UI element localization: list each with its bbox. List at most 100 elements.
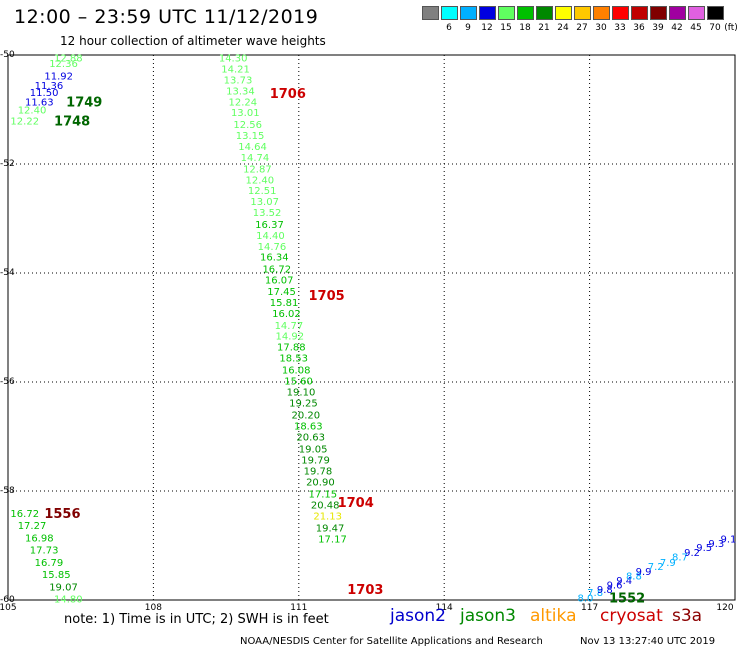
latitude-label: -52	[0, 159, 15, 169]
wave-height-value: 12.88	[54, 54, 83, 65]
wave-height-value: 9.4	[616, 576, 632, 587]
wave-height-value: 14.92	[276, 332, 305, 343]
wave-height-value: 9.1	[720, 534, 736, 545]
wave-height-value: 14.80	[54, 594, 83, 605]
wave-height-tracks: 12.8812.3611.9211.3611.5011.6312.4012.22…	[10, 54, 736, 606]
wave-height-value: 19.07	[49, 582, 78, 593]
scale-swatch	[688, 6, 705, 20]
scale-label: 24	[557, 23, 569, 33]
footer-credit: NOAA/NESDIS Center for Satellite Applica…	[240, 636, 543, 647]
wave-height-value: 16.37	[255, 220, 284, 231]
map-title: 12:00 – 23:59 UTC 11/12/2019	[14, 6, 319, 28]
longitude-label: 111	[290, 603, 308, 613]
map-frame	[7, 54, 736, 601]
wave-height-value: 14.74	[241, 153, 270, 164]
wave-height-value: 16.34	[260, 253, 289, 264]
wave-height-value: 16.02	[272, 309, 301, 320]
latitude-label: -54	[0, 268, 15, 278]
wave-height-value: 13.52	[253, 208, 282, 219]
scale-swatch	[707, 6, 724, 20]
wave-height-value: 15.85	[42, 570, 71, 581]
wave-height-value: 19.10	[287, 387, 316, 398]
wave-height-value: 14.76	[258, 242, 287, 253]
wave-height-value: 9.9	[636, 567, 652, 578]
wave-height-value: 8.0	[577, 593, 593, 604]
scale-label: 21	[538, 23, 550, 33]
scale-swatch	[631, 6, 648, 20]
wave-height-value: 13.07	[250, 197, 279, 208]
satellite-legend-entry: cryosat	[600, 606, 663, 626]
wave-height-value: 19.47	[316, 524, 345, 535]
pass-id-label: 1556	[44, 507, 80, 522]
latitude-label: -56	[0, 377, 15, 387]
wave-height-value: 9.5	[696, 543, 712, 554]
wave-height-value: 20.20	[292, 411, 321, 422]
wave-height-value: 12.22	[10, 116, 39, 127]
wave-height-value: 12.87	[243, 164, 272, 175]
scale-unit: (ft)	[724, 23, 738, 33]
scale-label: 6	[446, 23, 452, 33]
wave-height-value: 11.92	[44, 72, 73, 83]
scale-label: 45	[690, 23, 702, 33]
wave-height-value: 17.27	[18, 521, 47, 532]
wave-height-value: 8.8	[626, 571, 642, 582]
pass-id-label: 1706	[270, 87, 306, 102]
longitude-label: 114	[435, 603, 453, 613]
longitude-label: 108	[144, 603, 162, 613]
wave-height-value: 14.30	[219, 54, 248, 65]
wave-height-value: 8.7	[672, 552, 688, 563]
scale-label: 33	[614, 23, 626, 33]
wave-height-value: 9.8	[597, 585, 613, 596]
wave-height-value: 7.8	[587, 588, 603, 599]
wave-height-value: 11.50	[30, 88, 59, 99]
pass-id-label: 1705	[308, 289, 344, 304]
wave-height-value: 17.73	[30, 545, 59, 556]
scale-swatch	[498, 6, 515, 20]
longitude-label: 105	[0, 603, 17, 613]
wave-height-value: 15.81	[270, 298, 299, 309]
wave-height-value: 20.48	[311, 501, 340, 512]
scale-swatch	[650, 6, 667, 20]
pass-id-label: 1704	[338, 496, 374, 511]
map-subtitle: 12 hour collection of altimeter wave hei…	[60, 34, 326, 48]
wave-height-value: 16.79	[35, 558, 64, 569]
wave-height-value: 14.21	[221, 65, 250, 76]
wave-height-value: 11.63	[25, 97, 54, 108]
scale-swatch	[536, 6, 553, 20]
wave-height-value: 13.15	[236, 131, 265, 142]
track-1706-1705-1704-1703: 14.3014.2113.7313.3412.2413.0112.5613.15…	[219, 54, 347, 546]
wave-height-value: 20.63	[296, 433, 325, 444]
wave-height-value: 19.79	[301, 455, 330, 466]
wave-height-value: 12.40	[245, 175, 274, 186]
latitude-label: -58	[0, 486, 15, 496]
wave-height-value: 11.36	[35, 81, 64, 92]
scale-label: 30	[595, 23, 607, 33]
scale-swatch	[422, 6, 439, 20]
pass-id-label: 1749	[66, 95, 102, 110]
scale-label: 42	[671, 23, 683, 33]
map-grid	[7, 54, 736, 601]
scale-swatch	[612, 6, 629, 20]
scale-swatch	[669, 6, 686, 20]
wave-height-value: 16.98	[25, 533, 54, 544]
wave-height-value: 7.9	[660, 558, 676, 569]
scale-swatch	[593, 6, 610, 20]
scale-label: 27	[576, 23, 588, 33]
wave-height-value: 17.88	[277, 343, 306, 354]
scale-label: 70	[709, 23, 721, 33]
wave-height-value: 12.36	[49, 59, 78, 70]
wave-height-value: 20.90	[306, 478, 335, 489]
wave-height-value: 15.60	[284, 376, 313, 387]
wave-height-value: 12.40	[18, 106, 47, 117]
wave-height-value: 9.6	[607, 581, 623, 592]
wave-height-value: 17.45	[267, 287, 296, 298]
wave-height-value: 17.17	[318, 534, 347, 545]
longitude-label: 117	[581, 603, 599, 613]
pass-id-label: 1703	[347, 583, 383, 598]
scale-swatch	[574, 6, 591, 20]
wave-height-value: 14.64	[238, 142, 267, 153]
wave-height-value: 16.72	[10, 509, 39, 520]
pass-id-label: 1748	[54, 114, 90, 129]
wave-height-value: 16.07	[265, 276, 294, 287]
